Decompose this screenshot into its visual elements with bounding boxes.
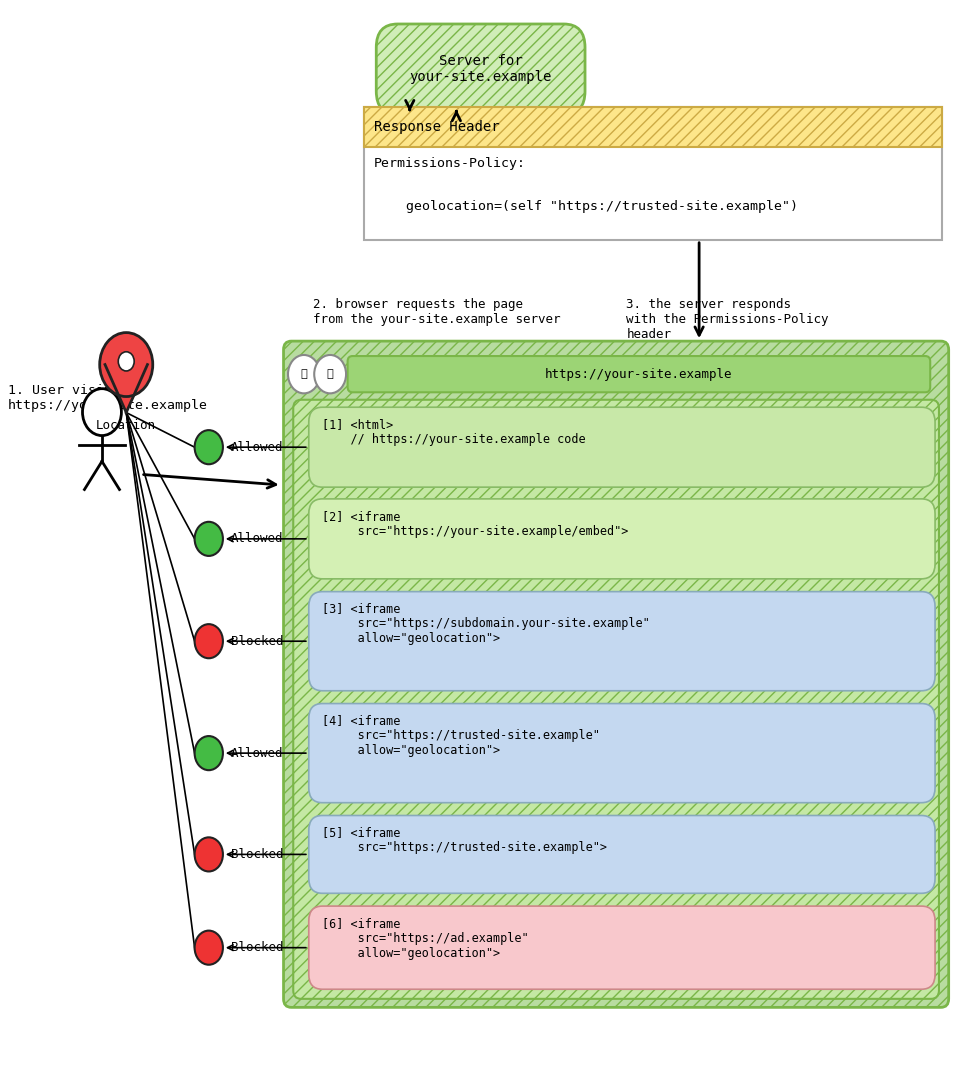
Ellipse shape: [194, 522, 223, 556]
Text: 2. browser requests the page
from the your-site.example server: 2. browser requests the page from the yo…: [313, 298, 560, 326]
Ellipse shape: [194, 838, 223, 872]
Text: geolocation=(self "https://trusted-site.example"): geolocation=(self "https://trusted-site.…: [374, 200, 798, 213]
Ellipse shape: [194, 931, 223, 965]
FancyBboxPatch shape: [309, 407, 935, 487]
Text: 3. the server responds
with the Permissions-Policy
header: 3. the server responds with the Permissi…: [626, 298, 829, 341]
FancyBboxPatch shape: [309, 906, 935, 989]
Text: Blocked: Blocked: [231, 847, 284, 861]
Text: 1. User visits
https://your-site.example: 1. User visits https://your-site.example: [8, 384, 208, 411]
FancyBboxPatch shape: [309, 499, 935, 579]
Ellipse shape: [83, 389, 121, 436]
Ellipse shape: [194, 737, 223, 770]
Ellipse shape: [118, 352, 134, 371]
Text: Location: Location: [96, 419, 156, 432]
Text: Response Header: Response Header: [374, 119, 499, 133]
Ellipse shape: [194, 430, 223, 465]
Bar: [364, 107, 942, 146]
Text: [6] <iframe
     src="https://ad.example"
     allow="geolocation">: [6] <iframe src="https://ad.example" all…: [322, 917, 529, 959]
FancyBboxPatch shape: [377, 23, 586, 114]
Text: [4] <iframe
     src="https://trusted-site.example"
     allow="geolocation">: [4] <iframe src="https://trusted-site.ex…: [322, 714, 600, 757]
Polygon shape: [105, 365, 148, 413]
Text: Server for
your-site.example: Server for your-site.example: [410, 54, 552, 84]
Text: Blocked: Blocked: [231, 941, 284, 954]
Text: Allowed: Allowed: [231, 440, 284, 454]
Bar: [364, 107, 942, 240]
Text: Permissions-Policy:: Permissions-Policy:: [374, 157, 526, 171]
FancyBboxPatch shape: [348, 356, 930, 392]
Text: Blocked: Blocked: [231, 634, 284, 648]
Ellipse shape: [100, 333, 152, 397]
FancyBboxPatch shape: [284, 341, 949, 1007]
FancyBboxPatch shape: [293, 400, 939, 999]
FancyBboxPatch shape: [309, 592, 935, 691]
FancyBboxPatch shape: [309, 815, 935, 893]
Text: Allowed: Allowed: [231, 746, 284, 760]
FancyBboxPatch shape: [309, 704, 935, 803]
Ellipse shape: [194, 625, 223, 658]
Text: ⏩: ⏩: [327, 369, 333, 379]
Text: [5] <iframe
     src="https://trusted-site.example">: [5] <iframe src="https://trusted-site.ex…: [322, 826, 608, 854]
Text: https://your-site.example: https://your-site.example: [545, 368, 733, 381]
Ellipse shape: [315, 355, 346, 393]
Ellipse shape: [288, 355, 319, 393]
Text: [2] <iframe
     src="https://your-site.example/embed">: [2] <iframe src="https://your-site.examp…: [322, 510, 629, 537]
Text: ⏪: ⏪: [301, 369, 307, 379]
Text: Allowed: Allowed: [231, 532, 284, 546]
Text: [3] <iframe
     src="https://subdomain.your-site.example"
     allow="geolocati: [3] <iframe src="https://subdomain.your-…: [322, 602, 651, 645]
Text: [1] <html>
    // https://your-site.example code: [1] <html> // https://your-site.example …: [322, 418, 586, 446]
